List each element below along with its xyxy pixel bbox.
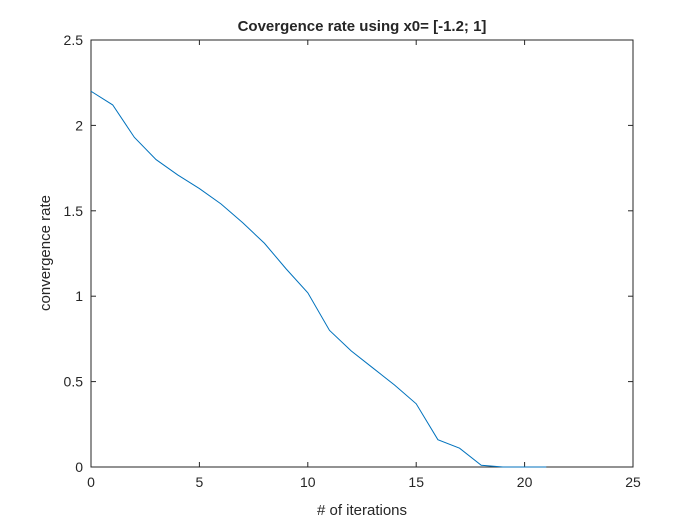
- x-tick-label: 10: [300, 474, 316, 490]
- y-tick-label: 1.5: [64, 203, 84, 219]
- x-axis-label: # of iterations: [317, 502, 407, 519]
- y-tick-label: 2.5: [64, 32, 84, 48]
- series-line: [90, 90, 547, 468]
- x-tick-label: 5: [196, 474, 204, 490]
- y-axis-label: convergence rate: [37, 195, 54, 311]
- y-tick-label: 2: [75, 117, 83, 133]
- axes-box: [90, 39, 634, 468]
- y-tick-label: 0.5: [64, 374, 84, 390]
- y-tick-label: 1: [75, 288, 83, 304]
- x-tick-label: 15: [408, 474, 424, 490]
- x-tick-label: 25: [625, 474, 641, 490]
- plot-area: 0 5 10 15 20 25 0 0.5 1 1.5 2 2.5: [64, 32, 641, 490]
- x-tick-label: 20: [517, 474, 533, 490]
- chart-title: Covergence rate using x0= [-1.2; 1]: [238, 18, 487, 35]
- y-tick-label: 0: [75, 459, 83, 475]
- x-tick-label: 0: [87, 474, 95, 490]
